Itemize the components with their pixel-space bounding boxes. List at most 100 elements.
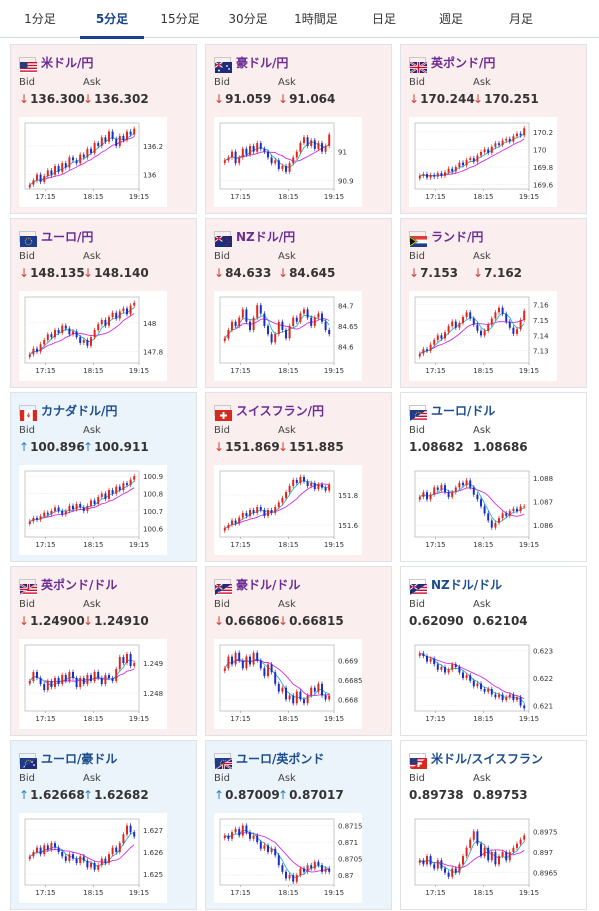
tab-monthly[interactable]: 月足 bbox=[508, 12, 533, 26]
candle-body bbox=[306, 481, 309, 486]
rate-card[interactable]: 英ポンド/ドル Bid Ask ↓1.24900 ↓1.24910 1.249 1.248 1… bbox=[10, 566, 197, 736]
candle-body bbox=[234, 151, 237, 164]
arrow-down-icon: ↓ bbox=[214, 92, 225, 106]
rate-card[interactable]: ユーロ/豪ドル Bid Ask ↑1.62668 ↑1.62682 1.627 1.626 1… bbox=[10, 740, 197, 910]
candle-body bbox=[483, 506, 486, 514]
candle-body bbox=[259, 507, 262, 510]
chart-container[interactable]: 7.16 7.15 7.14 7.13 17:15 18:15 19:15 bbox=[409, 291, 557, 381]
candle-body bbox=[299, 691, 302, 700]
arrow-down-icon: ↓ bbox=[409, 266, 420, 280]
chart-container[interactable]: 91 90.9 17:15 18:15 19:15 bbox=[214, 117, 362, 207]
candle-body bbox=[46, 170, 49, 177]
rate-card[interactable]: 米ドル/円 Bid Ask ↓136.300 ↓136.302 136.2 136 17:15… bbox=[10, 44, 197, 214]
candle-body bbox=[328, 134, 331, 146]
chart-container[interactable]: 151.8 151.6 17:15 18:15 19:15 bbox=[214, 465, 362, 555]
chart-container[interactable]: 0.8715 0.871 0.8705 0.87 17:15 18:15 19:15 bbox=[214, 813, 363, 903]
candle-body bbox=[444, 667, 446, 673]
currency-pair-label[interactable]: ユーロ/英ポンド bbox=[236, 751, 325, 766]
price-chart: 136.2 136 17:15 18:15 19:15 bbox=[19, 117, 167, 207]
candle-body bbox=[32, 348, 35, 355]
candle-body bbox=[418, 860, 421, 863]
rate-card[interactable]: スイスフラン/円 Bid Ask ↓151.869 ↓151.885 151.8 151.6… bbox=[205, 392, 392, 562]
rate-card[interactable]: ユーロ/ドル Bid Ask 1.08682 1.08686 1.088 1.087 1.08… bbox=[400, 392, 587, 562]
y-tick-label: 1.627 bbox=[143, 827, 163, 835]
bid-label: Bid bbox=[19, 599, 35, 610]
rate-card[interactable]: ユーロ/英ポンド Bid Ask ↑0.87009 ↑0.87017 0.8715 0.87… bbox=[205, 740, 392, 910]
y-tick-label: 0.87 bbox=[338, 872, 354, 880]
chart-container[interactable]: 136.2 136 17:15 18:15 19:15 bbox=[19, 117, 167, 207]
currency-pair-label[interactable]: 英ポンド/ドル bbox=[41, 577, 118, 592]
tab-30min[interactable]: 30分足 bbox=[228, 12, 268, 26]
bid-value: ↑100.896 bbox=[19, 440, 85, 454]
flag-eu-au-icon bbox=[19, 752, 37, 769]
chart-container[interactable]: 148 147.8 17:15 18:15 19:15 bbox=[19, 291, 167, 381]
chart-container[interactable]: 84.7 84.65 84.6 17:15 18:15 19:15 bbox=[214, 291, 362, 381]
rate-card[interactable]: 豪ドル/円 Bid Ask ↓91.059 ↓91.064 91 90.9 17:15 18:1… bbox=[205, 44, 392, 214]
ask-value: 0.89753 bbox=[473, 788, 528, 802]
candle-body bbox=[39, 174, 42, 182]
currency-pair-label[interactable]: ユーロ/豪ドル bbox=[41, 751, 118, 766]
rate-card[interactable]: 豪ドル/ドル Bid Ask ↓0.66806 ↓0.66815 0.669 0.6685 0… bbox=[205, 566, 392, 736]
rate-card[interactable]: ユーロ/円 Bid Ask ↓148.135 ↓148.140 148 147.8 17:15… bbox=[10, 218, 197, 388]
candle-body bbox=[501, 307, 504, 314]
candle-body bbox=[50, 843, 53, 850]
bid-label: Bid bbox=[214, 425, 230, 436]
candle-body bbox=[256, 652, 259, 661]
chart-container[interactable]: 1.249 1.248 17:15 18:15 19:15 bbox=[19, 639, 167, 729]
candle-body bbox=[462, 856, 464, 865]
tab-1hour[interactable]: 1時間足 bbox=[294, 12, 338, 26]
candle-body bbox=[97, 672, 100, 678]
currency-pair-label[interactable]: ユーロ/円 bbox=[41, 229, 94, 244]
tab-5min[interactable]: 5分足 bbox=[80, 0, 144, 39]
currency-pair-label[interactable]: NZドル/ドル bbox=[431, 577, 503, 592]
candle-body bbox=[115, 486, 118, 494]
candle-body bbox=[277, 160, 280, 169]
chart-container[interactable]: 0.669 0.6685 0.668 17:15 18:15 19:15 bbox=[214, 639, 363, 729]
arrow-up-icon: ↑ bbox=[83, 788, 94, 802]
candle-body bbox=[313, 861, 316, 869]
rate-card[interactable]: カナダドル/円 Bid Ask ↑100.896 ↑100.911 100.9 100.8 1… bbox=[10, 392, 197, 562]
arrow-down-icon: ↓ bbox=[473, 92, 484, 106]
rate-card[interactable]: ランド/円 Bid Ask ↓7.153 ↓7.162 7.16 7.15 7.14 7.13 1… bbox=[400, 218, 587, 388]
currency-pair-label[interactable]: スイスフラン/円 bbox=[236, 403, 325, 418]
candle-body bbox=[32, 852, 35, 857]
ask-label: Ask bbox=[83, 773, 101, 784]
candle-body bbox=[104, 137, 107, 142]
candle-body bbox=[469, 158, 472, 160]
candle-body bbox=[28, 681, 31, 684]
currency-pair-label[interactable]: 英ポンド/円 bbox=[431, 55, 496, 70]
candle-body bbox=[285, 871, 287, 879]
currency-pair-label[interactable]: ランド/円 bbox=[431, 229, 484, 244]
candle-body bbox=[418, 496, 421, 500]
candle-body bbox=[440, 335, 443, 339]
tab-15min[interactable]: 15分足 bbox=[160, 12, 200, 26]
rate-card[interactable]: NZドル/円 Bid Ask ↓84.633 ↓84.645 84.7 84.65 84.6 1… bbox=[205, 218, 392, 388]
chart-container[interactable]: 1.088 1.087 1.086 17:15 18:15 19:15 bbox=[409, 465, 557, 555]
price-chart: 170.2 170 169.8 169.6 17:15 18:15 19:15 bbox=[409, 117, 557, 207]
candle-body bbox=[274, 507, 277, 513]
chart-container[interactable]: 100.9 100.8 100.7 100.6 17:15 18:15 19:15 bbox=[19, 465, 167, 555]
moving-average-short bbox=[419, 652, 525, 704]
currency-pair-label[interactable]: NZドル/円 bbox=[236, 229, 296, 244]
currency-pair-label[interactable]: 米ドル/スイスフラン bbox=[431, 751, 544, 766]
candle-body bbox=[104, 493, 107, 499]
currency-pair-label[interactable]: カナダドル/円 bbox=[41, 403, 118, 418]
tab-weekly[interactable]: 週足 bbox=[438, 12, 463, 26]
chart-container[interactable]: 170.2 170 169.8 169.6 17:15 18:15 19:15 bbox=[409, 117, 557, 207]
currency-pair-label[interactable]: 豪ドル/ドル bbox=[236, 577, 301, 592]
chart-container[interactable]: 1.627 1.626 1.625 17:15 18:15 19:15 bbox=[19, 813, 167, 903]
chart-container[interactable]: 0.8975 0.897 0.8965 17:15 18:15 19:15 bbox=[409, 813, 558, 903]
chart-container[interactable]: 0.623 0.622 0.621 17:15 18:15 19:15 bbox=[409, 639, 557, 729]
currency-pair-label[interactable]: 豪ドル/円 bbox=[236, 55, 289, 70]
rate-card[interactable]: NZドル/ドル Bid Ask 0.62090 0.62104 0.623 0.622 0.6… bbox=[400, 566, 587, 736]
tab-1min[interactable]: 1分足 bbox=[24, 12, 56, 26]
currency-pair-label[interactable]: 米ドル/円 bbox=[41, 55, 94, 70]
x-tick-label: 19:15 bbox=[519, 193, 539, 201]
rate-card[interactable]: 米ドル/スイスフラン Bid Ask 0.89738 0.89753 0.8975 0.89… bbox=[400, 740, 587, 910]
candle-body bbox=[43, 340, 46, 345]
candle-body bbox=[490, 318, 493, 325]
ask-label: Ask bbox=[473, 773, 491, 784]
currency-pair-label[interactable]: ユーロ/ドル bbox=[431, 403, 496, 418]
rate-card[interactable]: 英ポンド/円 Bid Ask ↓170.244 ↓170.251 170.2 170 169.… bbox=[400, 44, 587, 214]
tab-daily[interactable]: 日足 bbox=[371, 12, 396, 26]
